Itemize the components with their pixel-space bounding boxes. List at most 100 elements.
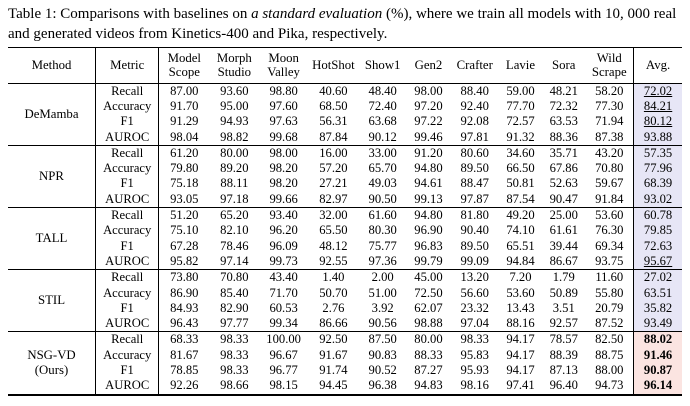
- table-body: DeMamba Recall 87.00 93.60 98.80 40.60 48.40 98…: [8, 82, 682, 395]
- value-cell: 87.54: [506, 191, 535, 206]
- value-cell: 40.60: [307, 82, 360, 99]
- avg-cell: 72.63: [633, 238, 682, 254]
- value-cell: 86.66: [319, 316, 348, 331]
- value-cell: 98.88: [414, 316, 443, 331]
- value-cell: 71.70: [269, 285, 298, 300]
- value-cell: 87.52: [595, 316, 624, 331]
- method-label-line: DeMamba: [24, 106, 79, 121]
- value-cell: 88.00: [595, 363, 624, 377]
- column-header-lavie: Lavie: [498, 47, 543, 84]
- avg-cell: 90.87: [633, 363, 682, 379]
- table-row: F1 67.28 78.46 96.09 48.12 75.77 96.83 89.50 65.…: [8, 238, 682, 254]
- value-cell: 59.00: [498, 82, 543, 99]
- value-cell: 99.66: [269, 191, 298, 206]
- value-cell: 80.00: [209, 144, 260, 162]
- value-cell: 89.50: [460, 161, 489, 176]
- value-cell: 65.50: [319, 223, 348, 238]
- value-cell: 72.40: [368, 98, 397, 113]
- value-cell: 88.40: [450, 82, 499, 99]
- value-cell: 96.43: [170, 316, 199, 331]
- method-cell-tall: TALL: [8, 207, 97, 270]
- metric-cell: Recall: [95, 331, 160, 348]
- value-cell: 76.30: [595, 223, 624, 238]
- column-header-wild-scrape: Wild Scrape: [585, 47, 634, 84]
- value-cell: 72.32: [549, 98, 578, 113]
- value-cell: 97.87: [460, 191, 489, 206]
- value-cell: 93.60: [209, 82, 260, 99]
- table-row: F1 75.18 88.11 98.20 27.21 49.03 94.61 88.47 50.…: [8, 176, 682, 192]
- column-header-crafter: Crafter: [450, 47, 499, 84]
- table-caption: Table 1: Comparisons with baselines on a…: [8, 5, 682, 44]
- value-cell: 90.56: [368, 316, 397, 331]
- value-cell: 97.77: [220, 316, 249, 331]
- value-cell: 43.20: [585, 144, 634, 162]
- value-cell: 33.00: [359, 144, 407, 162]
- value-cell: 81.80: [450, 207, 499, 224]
- value-cell: 87.27: [414, 363, 443, 377]
- value-cell: 65.20: [209, 207, 260, 224]
- avg-cell: 91.46: [633, 347, 682, 363]
- value-cell: 2.76: [322, 300, 345, 315]
- method-cell-nsg-vd-ours: NSG-VD (Ours): [8, 331, 97, 395]
- value-cell: 13.43: [506, 300, 535, 315]
- column-header-morph-studio: Morph Studio: [209, 47, 260, 84]
- value-cell: 56.60: [460, 285, 489, 300]
- value-cell: 94.93: [220, 114, 249, 129]
- value-cell: 92.57: [549, 316, 578, 331]
- avg-cell: 80.12: [633, 114, 682, 130]
- caption-prefix: Table 1: Comparisons with baselines on: [8, 6, 252, 22]
- avg-cell: 60.78: [633, 207, 682, 224]
- table-header: Method Metric Model Scope Morph Studio Moon …: [8, 47, 682, 84]
- value-cell: 95.00: [220, 98, 249, 113]
- value-cell: 92.40: [460, 98, 489, 113]
- metric-cell: F1: [95, 363, 160, 379]
- value-cell: 87.38: [595, 129, 624, 144]
- value-cell: 96.40: [549, 378, 578, 393]
- table-row: AUROC 98.04 98.82 99.68 87.84 90.12 99.46 97.81…: [8, 129, 682, 146]
- value-cell: 93.05: [170, 191, 199, 206]
- value-cell: 49.20: [498, 207, 543, 224]
- value-cell: 98.00: [406, 82, 451, 99]
- value-cell: 69.34: [595, 238, 624, 253]
- value-cell: 73.80: [158, 269, 210, 286]
- value-cell: 65.51: [506, 238, 535, 253]
- value-cell: 68.50: [319, 98, 348, 113]
- header-row: Method Metric Model Scope Morph Studio Moon …: [8, 47, 682, 84]
- value-cell: 67.86: [549, 161, 578, 176]
- method-label-line: STIL: [38, 293, 66, 308]
- value-cell: 97.41: [506, 378, 535, 393]
- metric-cell: F1: [95, 114, 160, 130]
- value-cell: 39.44: [549, 238, 578, 253]
- column-header-gen2: Gen2: [406, 47, 451, 84]
- value-cell: 48.21: [542, 82, 586, 99]
- table-row: NSG-VD (Ours) Recall 68.33 98.33 100.00 92.50 8…: [8, 331, 682, 395]
- value-cell: 27.21: [319, 176, 348, 191]
- value-cell: 63.68: [368, 114, 397, 129]
- table-row: NPR Recall 61.20 80.00 98.00 16.00 33.00 91.20 8…: [8, 144, 682, 208]
- value-cell: 59.67: [595, 176, 624, 191]
- value-cell: 98.15: [269, 378, 298, 393]
- avg-cell: 93.02: [633, 191, 682, 208]
- value-cell: 100.00: [259, 331, 308, 348]
- value-cell: 97.22: [414, 114, 443, 129]
- column-header-model-scope: Model Scope: [158, 47, 210, 84]
- value-cell: 94.17: [506, 363, 535, 377]
- value-cell: 48.40: [359, 82, 407, 99]
- value-cell: 16.00: [307, 144, 360, 162]
- value-cell: 97.36: [368, 253, 397, 268]
- value-cell: 91.84: [595, 191, 624, 206]
- value-cell: 95.83: [460, 347, 489, 362]
- value-cell: 78.57: [542, 331, 586, 348]
- value-cell: 79.80: [170, 161, 199, 176]
- value-cell: 97.81: [460, 129, 489, 144]
- table-row: DeMamba Recall 87.00 93.60 98.80 40.60 48.40 98…: [8, 82, 682, 146]
- value-cell: 98.82: [220, 129, 249, 144]
- value-cell: 90.50: [368, 191, 397, 206]
- value-cell: 82.90: [220, 300, 249, 315]
- value-cell: 70.80: [209, 269, 260, 286]
- metric-cell: Accuracy: [95, 285, 160, 301]
- avg-cell: 57.35: [633, 144, 682, 162]
- value-cell: 80.00: [406, 331, 451, 348]
- value-cell: 98.33: [220, 347, 249, 362]
- value-cell: 74.10: [506, 223, 535, 238]
